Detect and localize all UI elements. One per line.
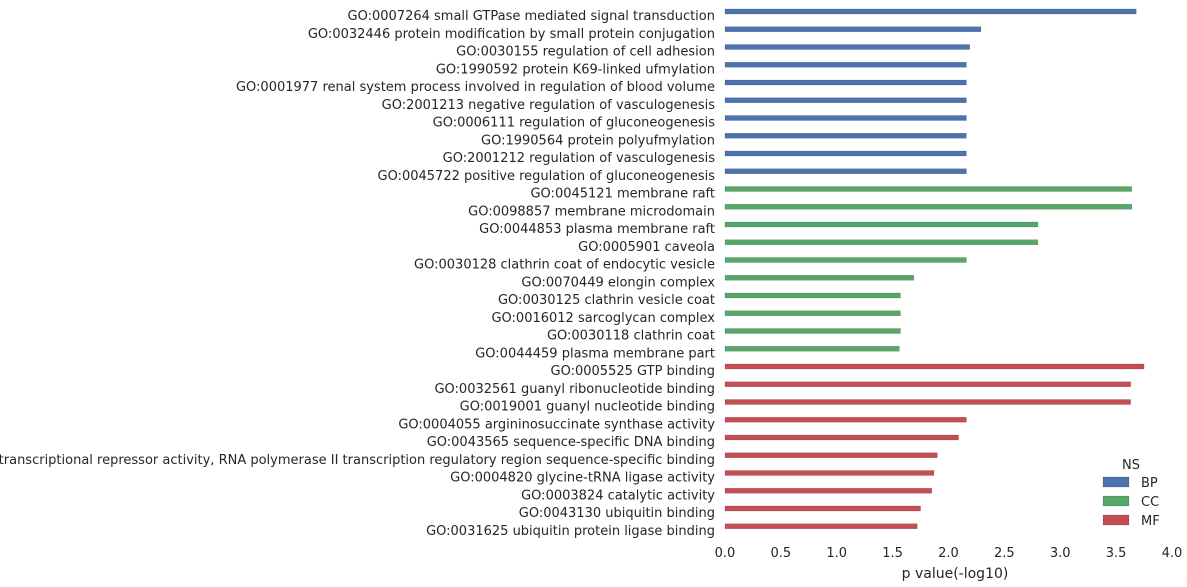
bar	[724, 26, 982, 32]
category-label: GO:0032446 protein modification by small…	[308, 27, 715, 42]
bar	[724, 434, 959, 441]
bar	[724, 133, 967, 139]
category-label: GO:0030118 clathrin coat	[547, 329, 715, 344]
category-label: GO:0019001 guanyl nucleotide binding	[460, 400, 715, 415]
bar	[724, 523, 918, 529]
bar	[724, 186, 1133, 192]
bar	[724, 363, 1145, 370]
category-label: GO:2001212 regulation of vasculogenesis	[443, 151, 716, 166]
category-label: GO:0016012 sarcoglycan complex	[491, 311, 715, 326]
bar	[724, 292, 901, 299]
x-axis-title: p value(-log10)	[902, 566, 1009, 582]
bar	[724, 168, 967, 174]
bar	[724, 346, 900, 352]
legend-swatch	[1102, 514, 1130, 526]
category-label: GO:0001977 renal system process involved…	[236, 80, 715, 95]
category-label: GO:0003824 catalytic activity	[521, 488, 715, 503]
x-tick-label: 2.0	[938, 546, 959, 561]
bar	[724, 257, 967, 263]
x-tick-label: 1.5	[882, 546, 903, 561]
category-label: GO:0032561 guanyl ribonucleotide binding	[434, 382, 715, 397]
category-label: GO:0043130 ubiquitin binding	[519, 506, 715, 521]
category-label: GO:0045722 positive regulation of glucon…	[378, 169, 716, 184]
bar	[724, 310, 901, 316]
category-label: GO:0030128 clathrin coat of endocytic ve…	[414, 258, 715, 273]
x-tick-label: 2.5	[994, 546, 1015, 561]
bar	[724, 381, 1131, 387]
category-label: GO:0044853 plasma membrane raft	[479, 222, 715, 237]
bar	[724, 505, 921, 512]
category-label: GO:0031625 ubiquitin protein ligase bind…	[426, 524, 715, 539]
bar	[724, 452, 938, 458]
category-label: GO:0045121 membrane raft	[530, 187, 715, 202]
bar	[724, 79, 967, 86]
bar	[724, 97, 967, 103]
legend-label: MF	[1141, 514, 1160, 529]
legend-swatch	[1102, 476, 1130, 488]
bar	[724, 417, 967, 423]
category-label: GO:0004820 glycine-tRNA ligase activity	[450, 471, 715, 486]
bar	[724, 150, 967, 157]
legend-title: NS	[1122, 458, 1140, 473]
legend-label: BP	[1141, 476, 1158, 491]
bar	[724, 8, 1137, 15]
category-labels: GO:0007264 small GTPase mediated signal …	[0, 9, 715, 539]
x-tick-label: 4.0	[1162, 546, 1183, 561]
bar	[724, 115, 967, 121]
bar	[724, 488, 932, 494]
bar	[724, 44, 970, 50]
category-label: GO:0006111 regulation of gluconeogenesis	[433, 116, 716, 131]
category-label: GO:1990592 protein K69-linked ufmylation	[436, 62, 715, 77]
category-label: GO:0005901 caveola	[578, 240, 715, 255]
category-label: GO:0030155 regulation of cell adhesion	[456, 45, 715, 60]
x-tick-label: 3.5	[1106, 546, 1127, 561]
category-label: GO:1990564 protein polyufmylation	[481, 133, 715, 148]
bars-layer	[724, 8, 1145, 529]
category-label: GO:0044459 plasma membrane part	[475, 346, 715, 361]
category-label: GO:0098857 membrane microdomain	[468, 204, 715, 219]
bar	[724, 275, 915, 281]
bar	[724, 62, 967, 68]
x-tick-label: 0.0	[715, 546, 736, 561]
x-tick-label: 1.0	[826, 546, 847, 561]
category-label: GO:2001213 negative regulation of vascul…	[382, 98, 716, 113]
legend: NS BP CC MF	[1102, 458, 1160, 529]
legend-label: CC	[1141, 495, 1159, 510]
category-label: GO:0005525 GTP binding	[551, 364, 715, 379]
category-label: GO:0043565 sequence-specific DNA binding	[427, 435, 715, 450]
legend-swatch	[1102, 495, 1130, 507]
x-axis-ticks: 0.0 0.5 1.0 1.5 2.0 2.5 3.0 3.5 4.0	[715, 546, 1183, 561]
x-tick-label: 0.5	[771, 546, 792, 561]
category-label: GO:0007264 small GTPase mediated signal …	[348, 9, 715, 24]
bar	[724, 470, 935, 476]
bar	[724, 399, 1131, 405]
category-label: GO:0004055 argininosuccinate synthase ac…	[398, 417, 715, 432]
category-label: GO:0001227 transcriptional repressor act…	[0, 453, 715, 468]
bar	[724, 221, 1039, 228]
x-tick-label: 3.0	[1050, 546, 1071, 561]
bar	[724, 328, 901, 334]
category-label: GO:0030125 clathrin vesicle coat	[498, 293, 715, 308]
bar	[724, 204, 1133, 210]
bar	[724, 239, 1039, 245]
category-label: GO:0070449 elongin complex	[521, 275, 715, 290]
